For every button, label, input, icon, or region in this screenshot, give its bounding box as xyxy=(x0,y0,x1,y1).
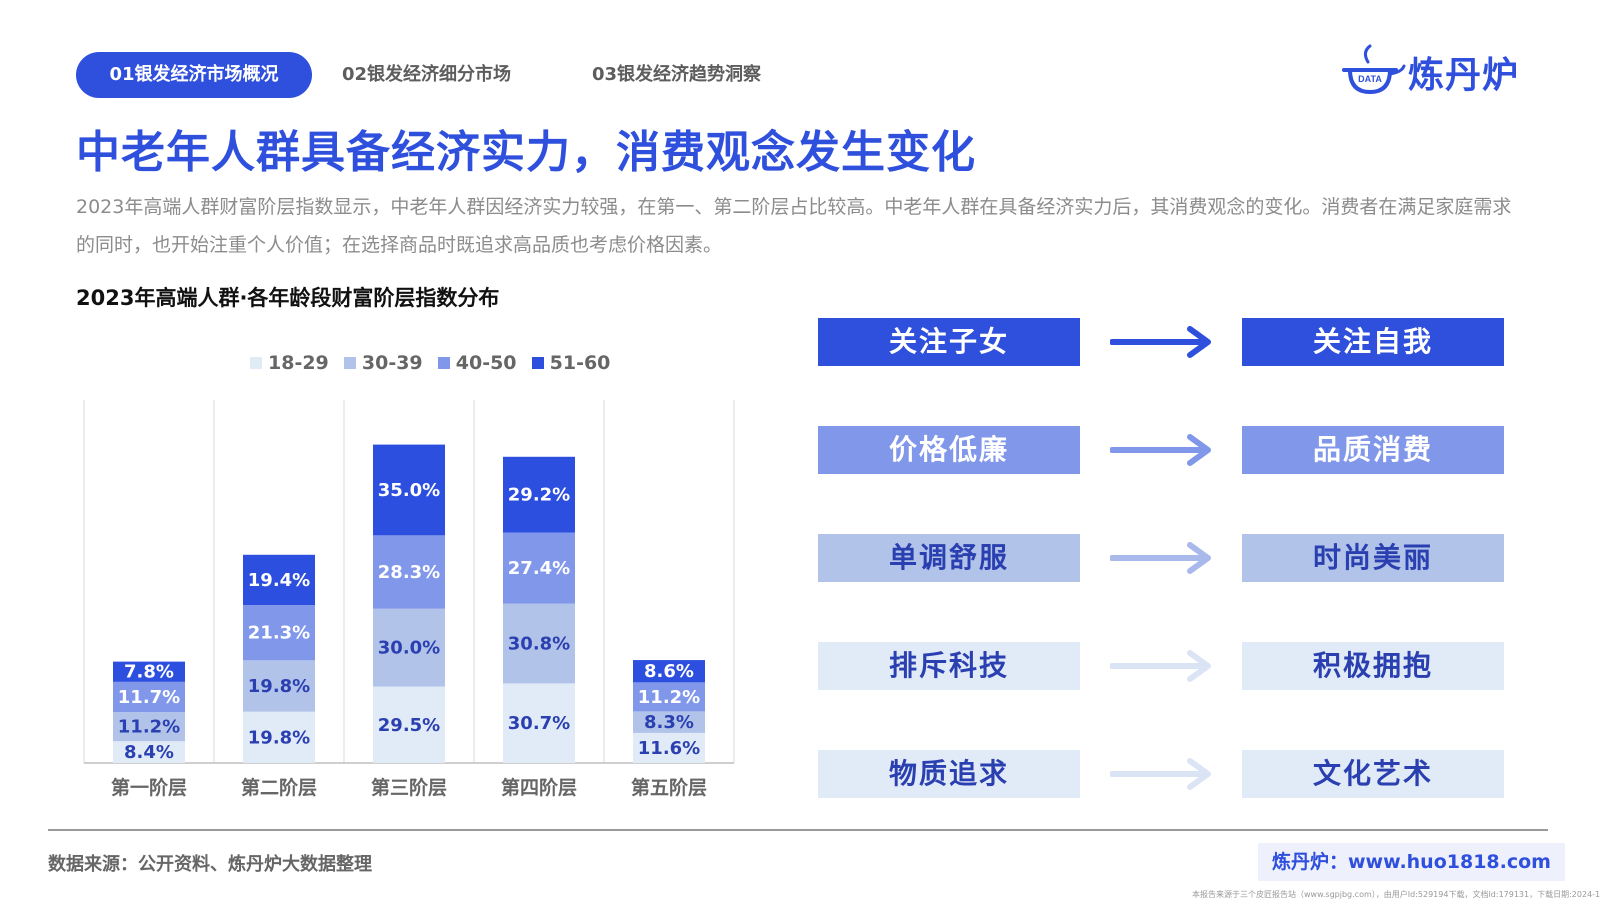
data-label: 21.3% xyxy=(248,623,310,644)
legend-label: 18-29 xyxy=(268,352,329,374)
legend-swatch xyxy=(343,357,356,369)
tab-segment-market[interactable]: 02银发经济细分市场 xyxy=(342,64,512,85)
right-arrow-icon xyxy=(1110,542,1211,574)
legend-swatch xyxy=(437,357,450,369)
brand-name: 炼丹炉 xyxy=(1408,55,1520,96)
bar-segment xyxy=(243,711,315,763)
data-label: 8.3% xyxy=(644,712,694,733)
footer-divider xyxy=(48,829,1548,831)
shift-to-box: 品质消费 xyxy=(1242,426,1504,474)
shift-from-box: 单调舒服 xyxy=(818,534,1080,582)
shift-to-box: 时尚美丽 xyxy=(1242,534,1504,582)
arrow-path xyxy=(1110,542,1211,574)
bar-segment xyxy=(113,741,185,763)
legend-item-30-39: 30-39 xyxy=(343,352,423,374)
website-link[interactable]: 炼丹炉：www.huo1818.com xyxy=(1258,843,1565,881)
page-title: 中老年人群具备经济实力，消费观念发生变化 xyxy=(76,127,976,178)
bar-segment xyxy=(633,660,705,683)
bar-segment xyxy=(243,554,315,606)
right-arrow-icon xyxy=(1110,650,1211,682)
x-tick-label: 第四阶层 xyxy=(501,776,577,799)
arrow-path xyxy=(1110,650,1211,682)
bar-segment xyxy=(373,444,445,536)
bar-segment xyxy=(503,683,575,763)
shift-from-box: 物质追求 xyxy=(818,750,1080,798)
legend-label: 30-39 xyxy=(361,352,423,374)
bar-segment xyxy=(633,682,705,712)
brand-logo-icon: DATA xyxy=(1342,44,1406,95)
data-label: 8.4% xyxy=(124,742,174,763)
bar-segment xyxy=(633,732,705,763)
bar-segment xyxy=(243,660,315,712)
data-label: 19.8% xyxy=(248,676,310,697)
right-arrow-icon xyxy=(1110,326,1211,358)
data-label: 35.0% xyxy=(378,480,440,501)
bar-segment xyxy=(243,605,315,661)
bar-segment xyxy=(633,711,705,733)
data-label: 30.0% xyxy=(378,638,440,659)
stacked-bar-chart: 8.4% 11.2% 11.7% 7.8% 第一阶层 19.8% 19.8% 21.3% 19.… xyxy=(83,400,735,799)
bar-segment xyxy=(113,661,185,682)
shift-from-box: 关注子女 xyxy=(818,318,1080,366)
data-label: 11.7% xyxy=(118,687,180,708)
data-label: 11.2% xyxy=(118,717,180,738)
x-tick-label: 第一阶层 xyxy=(111,776,187,799)
legend-item-51-60: 51-60 xyxy=(531,352,611,374)
bar-segment xyxy=(113,681,185,713)
bar-segment xyxy=(373,608,445,687)
legend-label: 51-60 xyxy=(549,352,611,374)
tab-trend-insight[interactable]: 03银发经济趋势洞察 xyxy=(592,64,762,85)
arrow-path xyxy=(1110,758,1211,790)
data-label: 11.6% xyxy=(638,738,700,759)
data-label: 27.4% xyxy=(508,558,570,579)
right-arrow-icon xyxy=(1110,758,1211,790)
logo-badge-text: DATA xyxy=(1358,74,1382,84)
bar-segment xyxy=(503,532,575,604)
data-label: 8.6% xyxy=(644,661,694,682)
arrow-path xyxy=(1110,434,1211,466)
x-tick-label: 第二阶层 xyxy=(241,776,317,799)
data-label: 30.7% xyxy=(508,713,570,734)
chart-title: 2023年高端人群·各年龄段财富阶层指数分布 xyxy=(76,286,500,310)
right-arrow-icon xyxy=(1110,434,1211,466)
page-description: 2023年高端人群财富阶层指数显示，中老年人群因经济实力较强，在第一、第二阶层占… xyxy=(76,196,1512,256)
chart-legend: 18-29 30-39 40-50 51-60 xyxy=(250,352,620,376)
bar-segment xyxy=(373,535,445,609)
data-label: 29.2% xyxy=(508,485,570,506)
bar-segment xyxy=(503,603,575,684)
data-label: 30.8% xyxy=(508,633,570,654)
data-label: 28.3% xyxy=(378,562,440,583)
arrow-path xyxy=(1110,326,1211,358)
x-tick-label: 第五阶层 xyxy=(631,776,707,799)
data-label: 7.8% xyxy=(124,662,174,683)
bar-segment xyxy=(503,456,575,533)
data-label: 19.8% xyxy=(248,727,310,748)
legend-swatch xyxy=(531,357,544,369)
bar-segment xyxy=(373,686,445,763)
shift-to-box: 积极拥抱 xyxy=(1242,642,1504,690)
shift-to-box: 文化艺术 xyxy=(1242,750,1504,798)
data-label: 19.4% xyxy=(248,570,310,591)
legend-swatch xyxy=(250,357,262,369)
bar-segment xyxy=(113,712,185,742)
download-fine-print: 本报告来源于三个皮匠报告站（www.sgpjbg.com），由用户Id:5291… xyxy=(1192,890,1600,899)
shift-from-box: 价格低廉 xyxy=(818,426,1080,474)
data-label: 11.2% xyxy=(638,687,700,708)
shift-to-box: 关注自我 xyxy=(1242,318,1504,366)
legend-item-18-29: 18-29 xyxy=(250,352,329,374)
legend-label: 40-50 xyxy=(455,352,517,374)
shift-from-box: 排斥科技 xyxy=(818,642,1080,690)
tab-market-overview[interactable]: 01银发经济市场概况 xyxy=(76,52,312,98)
x-tick-label: 第三阶层 xyxy=(371,776,447,799)
data-source-note: 数据来源：公开资料、炼丹炉大数据整理 xyxy=(48,854,372,875)
legend-item-40-50: 40-50 xyxy=(437,352,517,374)
data-label: 29.5% xyxy=(378,715,440,736)
